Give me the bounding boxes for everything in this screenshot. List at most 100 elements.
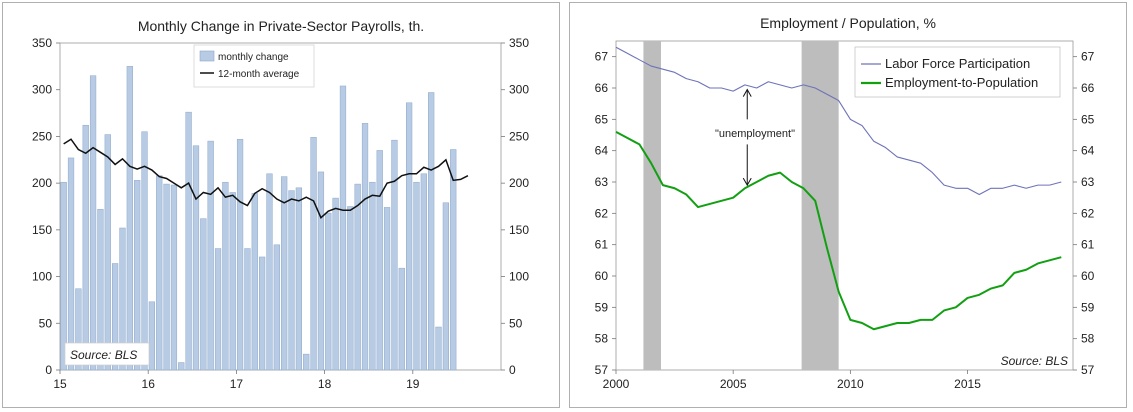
monthly-change-bar <box>295 187 302 371</box>
y-tick-label-left: 250 <box>32 129 52 143</box>
y-tick-label-left: 57 <box>595 363 609 377</box>
legend-label-employment-to-population: Employment-to-Population <box>885 75 1038 90</box>
payrolls-plot-area <box>59 42 502 371</box>
x-tick-label: 2015 <box>954 377 981 391</box>
monthly-change-bar <box>398 267 405 371</box>
y-tick-label-right: 300 <box>509 83 529 97</box>
y-tick-label-left: 59 <box>595 300 609 314</box>
employment-source-note: Source: BLS <box>1001 354 1068 368</box>
y-tick-label-left: 64 <box>595 144 609 158</box>
y-tick-label-right: 0 <box>509 363 516 377</box>
y-tick-label-left: 300 <box>32 83 52 97</box>
y-tick-label-left: 65 <box>595 112 609 126</box>
y-tick-label-left: 50 <box>39 316 53 330</box>
y-tick-label-left: 61 <box>595 238 609 252</box>
monthly-change-bar <box>332 197 339 371</box>
y-tick-label-right: 67 <box>1081 50 1095 64</box>
monthly-change-bar <box>229 192 236 371</box>
y-tick-label-left: 200 <box>32 176 52 190</box>
monthly-change-bar <box>126 66 133 371</box>
y-tick-label-right: 59 <box>1081 300 1095 314</box>
monthly-change-bar <box>192 145 200 371</box>
y-tick-label-right: 350 <box>509 36 529 50</box>
monthly-change-bar <box>75 288 82 371</box>
monthly-change-bar <box>281 176 288 371</box>
y-tick-label-right: 60 <box>1081 269 1095 283</box>
employment-annotation-label: "unemployment" <box>715 128 795 140</box>
y-tick-label-right: 200 <box>509 176 529 190</box>
x-tick-label: 17 <box>230 377 244 391</box>
monthly-change-bar <box>222 181 229 371</box>
y-tick-label-right: 100 <box>509 270 529 284</box>
monthly-change-bar <box>435 326 442 371</box>
monthly-change-bar <box>259 256 266 371</box>
legend-label-12-month-average: 12-month average <box>218 69 300 80</box>
y-tick-label-left: 350 <box>32 36 52 50</box>
monthly-change-bar <box>178 362 185 371</box>
payrolls-chart-title: Monthly Change in Private-Sector Payroll… <box>138 18 424 34</box>
employment-to-population-line <box>615 130 1062 331</box>
y-tick-label-right: 250 <box>509 129 529 143</box>
monthly-change-bar <box>339 85 347 371</box>
monthly-change-bar <box>413 181 420 371</box>
monthly-change-bar <box>236 138 244 371</box>
monthly-change-bar <box>244 248 251 371</box>
monthly-change-bar <box>266 173 273 371</box>
y-tick-label-right: 50 <box>509 316 523 330</box>
y-tick-label-left: 63 <box>595 175 609 189</box>
monthly-change-bar <box>354 183 361 371</box>
monthly-change-bar <box>428 92 435 371</box>
monthly-change-bar <box>185 111 192 371</box>
monthly-change-bar <box>170 184 178 371</box>
x-tick-label: 2005 <box>720 377 747 391</box>
x-tick-label: 2000 <box>603 377 630 391</box>
monthly-change-bar <box>442 202 449 371</box>
monthly-change-bar <box>214 248 222 371</box>
monthly-change-bar <box>104 134 111 371</box>
monthly-change-bar <box>156 175 163 371</box>
monthly-change-bar <box>89 75 97 371</box>
monthly-change-bar <box>141 131 148 371</box>
y-tick-label-right: 65 <box>1081 112 1095 126</box>
monthly-change-bar <box>67 157 75 371</box>
monthly-change-bar <box>369 181 376 371</box>
monthly-change-bar <box>420 173 427 371</box>
x-tick-label: 2010 <box>837 377 864 391</box>
monthly-change-bar <box>134 180 141 371</box>
y-tick-label-left: 100 <box>32 270 52 284</box>
12-month-average-line <box>63 138 469 219</box>
employment-legend-box <box>854 46 1061 98</box>
legend-label-monthly-change: monthly change <box>218 52 289 63</box>
x-tick-label: 16 <box>142 377 156 391</box>
y-tick-label-right: 66 <box>1081 81 1095 95</box>
y-tick-label-left: 66 <box>595 81 609 95</box>
employment-chart: 57 57 58 58 59 59 60 60 61 61 62 62 63 63 64 64 65 65 66 66… <box>595 15 1095 391</box>
x-tick-label: 15 <box>53 377 67 391</box>
y-tick-label-left: 150 <box>32 223 52 237</box>
monthly-change-bar <box>450 149 457 371</box>
payrolls-chart-panel: 0 0 50 50 100 100 150 150 200 200 250 250 300 300 350 3… <box>2 2 560 408</box>
monthly-change-bar <box>207 140 214 371</box>
monthly-change-bar <box>391 139 398 371</box>
annotation-arrow-down-head <box>742 177 752 187</box>
monthly-change-bar <box>148 301 155 371</box>
monthly-change-bar <box>119 227 126 371</box>
monthly-change-bar <box>112 263 119 371</box>
monthly-change-bar <box>288 190 295 371</box>
payrolls-source-box <box>64 342 150 366</box>
y-tick-label-left: 0 <box>45 363 52 377</box>
payrolls-chart: 0 0 50 50 100 100 150 150 200 200 250 250 300 300 350 3… <box>32 18 529 391</box>
monthly-change-bar <box>317 171 325 371</box>
x-tick-label: 18 <box>318 377 332 391</box>
monthly-change-bar <box>60 181 67 371</box>
y-tick-label-left: 60 <box>595 269 609 283</box>
y-tick-label-right: 63 <box>1081 175 1095 189</box>
monthly-change-bar <box>361 123 369 371</box>
x-tick-label: 19 <box>406 377 420 391</box>
y-tick-label-left: 67 <box>595 50 609 64</box>
recession-shading <box>643 41 661 370</box>
monthly-change-bar <box>303 353 310 371</box>
employment-chart-title: Employment / Population, % <box>760 15 936 31</box>
y-tick-label-right: 61 <box>1081 238 1095 252</box>
legend-label-labor-force-participation: Labor Force Participation <box>885 56 1030 71</box>
